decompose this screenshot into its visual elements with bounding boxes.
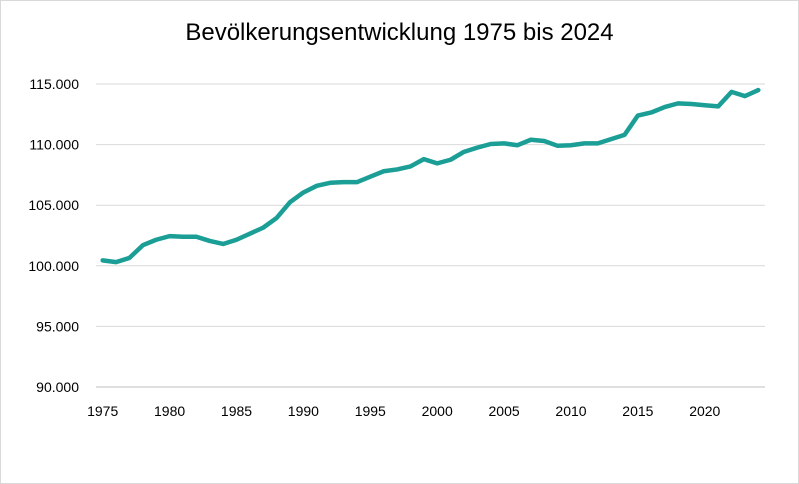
y-tick-label: 110.000 bbox=[29, 137, 79, 153]
x-tick-label: 2000 bbox=[422, 403, 453, 419]
x-tick-label: 2020 bbox=[689, 403, 720, 419]
y-tick-label: 100.000 bbox=[28, 258, 79, 274]
x-tick-label: 1990 bbox=[288, 403, 319, 419]
x-tick-label: 1995 bbox=[355, 403, 386, 419]
y-tick-label: 105.000 bbox=[28, 197, 79, 213]
x-tick-label: 1975 bbox=[87, 403, 118, 419]
y-tick-label: 90.000 bbox=[36, 379, 79, 395]
x-tick-label: 2015 bbox=[622, 403, 653, 419]
chart-title: Bevölkerungsentwicklung 1975 bis 2024 bbox=[185, 19, 614, 46]
series-line bbox=[100, 87, 761, 265]
x-tick-label: 1985 bbox=[221, 403, 252, 419]
y-tick-label: 95.000 bbox=[36, 318, 79, 334]
x-tick-label: 2010 bbox=[555, 403, 586, 419]
x-tick-label: 1980 bbox=[154, 403, 185, 419]
y-tick-label: 115.000 bbox=[29, 76, 79, 92]
x-tick-label: 2005 bbox=[489, 403, 520, 419]
